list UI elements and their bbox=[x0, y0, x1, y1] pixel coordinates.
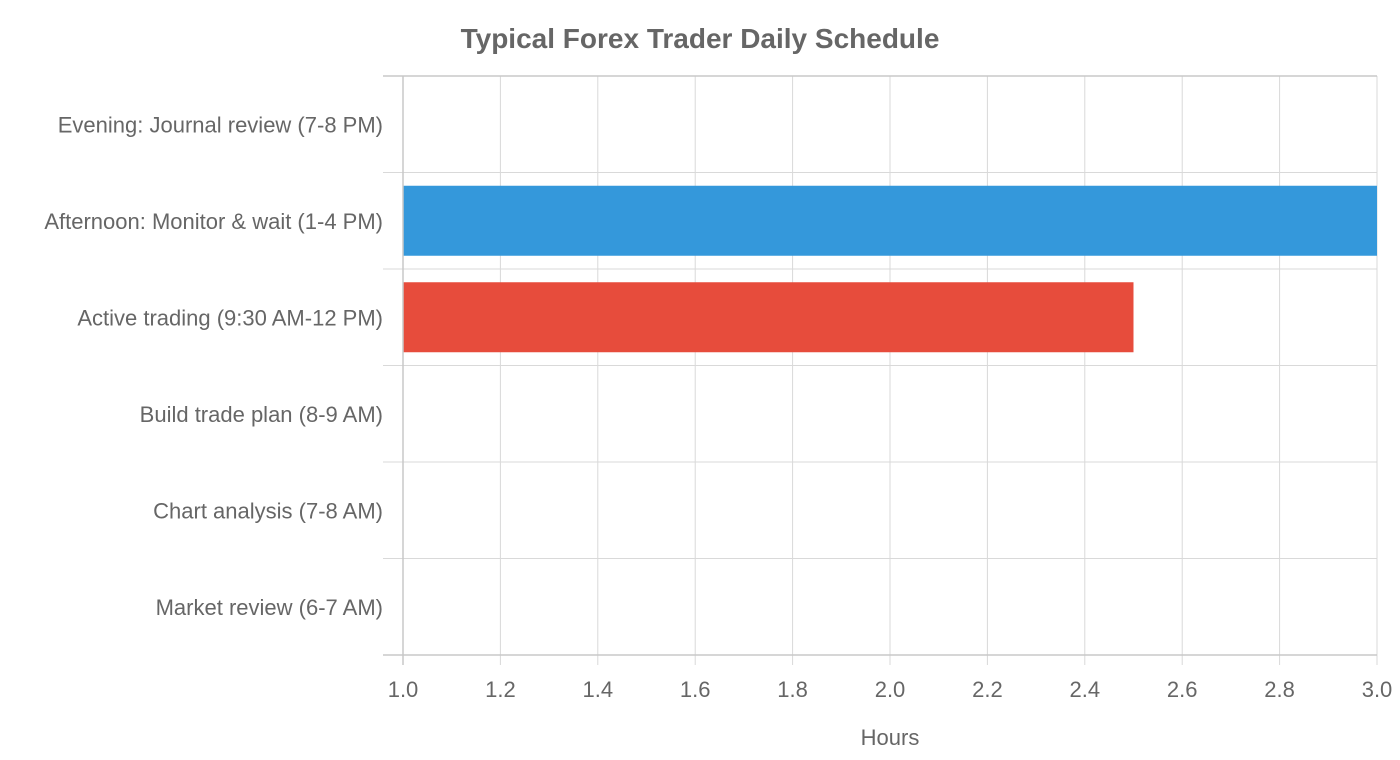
x-tick-label: 2.2 bbox=[972, 677, 1003, 702]
x-axis-label: Hours bbox=[861, 725, 920, 750]
x-tick-label: 3.0 bbox=[1362, 677, 1393, 702]
bar bbox=[403, 282, 1134, 353]
chart-title: Typical Forex Trader Daily Schedule bbox=[461, 23, 940, 54]
bar bbox=[403, 185, 1377, 256]
category-label: Chart analysis (7-8 AM) bbox=[153, 498, 383, 523]
x-tick-label: 2.8 bbox=[1264, 677, 1295, 702]
category-label: Market review (6-7 AM) bbox=[156, 595, 383, 620]
category-label: Evening: Journal review (7-8 PM) bbox=[58, 112, 383, 137]
category-label: Build trade plan (8-9 AM) bbox=[140, 402, 383, 427]
x-tick-label: 2.4 bbox=[1070, 677, 1101, 702]
bar-layer bbox=[403, 185, 1377, 353]
x-tick-label: 2.6 bbox=[1167, 677, 1198, 702]
x-tick-label: 1.2 bbox=[485, 677, 516, 702]
grid-layer bbox=[383, 75, 1378, 665]
category-labels: Evening: Journal review (7-8 PM) Afternoo… bbox=[44, 112, 383, 620]
x-tick-label: 1.4 bbox=[583, 677, 614, 702]
x-tick-labels: 1.0 1.2 1.4 1.6 1.8 2.0 2.2 2.4 2.6 2.8 3.0 bbox=[388, 677, 1393, 702]
category-label: Afternoon: Monitor & wait (1-4 PM) bbox=[44, 209, 383, 234]
category-label: Active trading (9:30 AM-12 PM) bbox=[77, 305, 383, 330]
x-tick-label: 1.8 bbox=[777, 677, 808, 702]
x-tick-label: 1.6 bbox=[680, 677, 711, 702]
x-tick-label: 1.0 bbox=[388, 677, 419, 702]
x-tick-label: 2.0 bbox=[875, 677, 906, 702]
